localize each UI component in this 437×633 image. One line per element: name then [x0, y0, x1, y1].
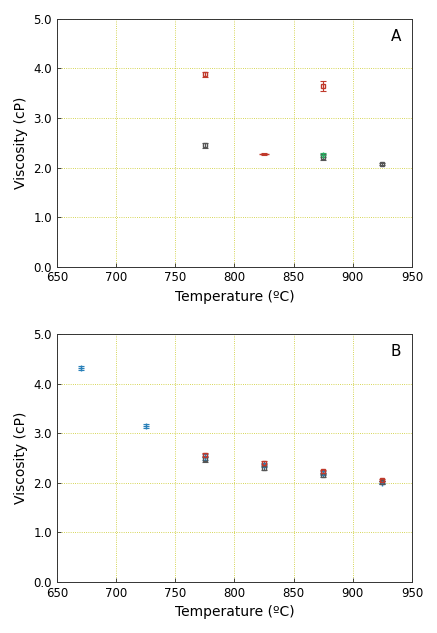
Text: B: B: [391, 344, 401, 359]
X-axis label: Temperature (ºC): Temperature (ºC): [175, 605, 294, 619]
Text: A: A: [391, 28, 401, 44]
X-axis label: Temperature (ºC): Temperature (ºC): [175, 290, 294, 304]
Y-axis label: Viscosity (cP): Viscosity (cP): [14, 411, 28, 504]
Y-axis label: Viscosity (cP): Viscosity (cP): [14, 97, 28, 189]
